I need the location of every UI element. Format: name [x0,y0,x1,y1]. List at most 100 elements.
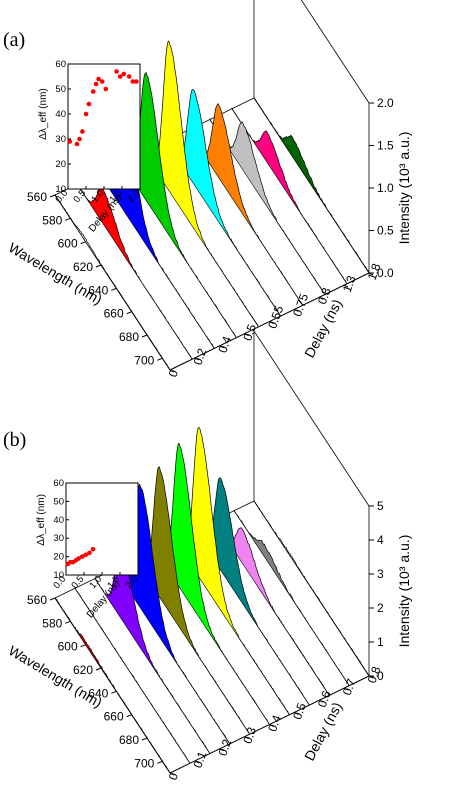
inset-data-point [126,74,132,79]
wavelength-tick-label: 600 [58,237,78,251]
delay-tick-label: 0.5 [240,322,259,343]
inset-y-tick-label: 20 [53,552,64,563]
back-wall-top-edge [253,330,370,507]
delay-tick-label: 0.55 [265,303,286,330]
spectrum-baseline [253,97,370,274]
inset-data-point [117,74,123,79]
inset-y-tick-label: 10 [55,184,66,195]
wavelength-tick [126,311,132,315]
spectrum-baseline [54,597,171,774]
intensity-tick-label: 1 [377,635,384,649]
delay-tick-label: 0.4 [265,713,284,734]
delay-tick-label: 0.6 [315,689,334,710]
delay-tick-label: 0.5 [290,701,309,722]
wavelength-tick-label: 660 [104,307,124,321]
delay-tick [169,369,175,373]
inset-data-point [74,141,80,147]
inset-data-point [134,79,139,84]
inset-y-title: Δλ_eff (nm) [38,88,49,140]
inset-y-tick-label: 20 [55,159,66,170]
delay-tick [169,772,175,776]
panel-label: (a) [3,29,25,51]
wavelength-tick [80,644,86,648]
delay-tick [343,284,349,288]
inset-y-tick-label: 40 [55,109,66,120]
wavelength-tick [65,217,71,221]
wavelength-tick-label: 560 [27,190,47,204]
delay-tick [294,711,299,715]
inset-y-tick-label: 50 [53,496,64,507]
spectrum-baseline [76,184,193,360]
wavelength-tick-label: 680 [119,733,139,747]
wavelength-tick-label: 660 [104,710,124,724]
delay-tick-label: 0.75 [290,291,311,318]
inset-data-point [77,136,82,142]
wavelength-tick [141,334,148,338]
wavelength-tick-label: 560 [27,593,47,607]
intensity-tick-label: 4 [377,533,384,547]
intensity-tick-label: 1.0 [377,181,394,195]
intensity-tick-label: 2.0 [377,96,394,110]
delay-tick-label: 0.3 [240,725,259,746]
wavelength-tick [49,597,56,601]
wavelength-tick [80,241,86,245]
delay-tick [194,760,200,764]
delay-tick-label: 0.2 [191,346,210,367]
intensity-axis-title: Intensity (10³ a.u.) [396,535,412,648]
delay-tick [244,333,249,337]
wavelength-tick [111,287,117,291]
wavelength-tick-label: 700 [134,756,154,770]
wavelength-tick [157,760,163,764]
spectrum-baseline [98,173,215,349]
inset-y-title: Δλ_eff (nm) [36,494,47,546]
inset-data-point [83,552,89,558]
inset-data-point [103,86,109,92]
wavelength-tick-label: 680 [119,330,139,344]
intensity-tick-label: 5 [377,499,384,513]
spectrum-area [194,477,310,706]
inset-data-point [99,79,105,84]
inset-x-tick-label: 0.5 [69,574,86,591]
intensity-tick-label: 2 [377,601,384,615]
wavelength-tick-label: 640 [88,686,108,700]
wavelength-tick-label: 700 [134,353,154,367]
inset-y-tick-label: 30 [55,134,66,145]
delay-tick [269,321,274,324]
wavelength-tick [65,620,71,624]
inset-data-point [90,546,96,552]
delay-tick [319,699,324,703]
delay-tick [219,345,224,349]
spectrum-baseline [121,162,237,338]
spectrum-baseline [231,108,348,284]
delay-tick-label: 0.8 [365,664,384,685]
delay-tick-label: 0 [166,368,182,379]
back-wall-top-edge [300,0,370,104]
delay-tick [294,308,299,312]
wavelength-tick-label: 580 [42,616,62,630]
spectrum-baseline [233,510,350,686]
inset-data-point [121,71,127,77]
wavelength-tick-label: 640 [88,283,108,297]
wavelength-tick [49,194,56,198]
delay-tick [244,736,249,740]
intensity-tick-label: 0.5 [377,224,394,238]
inset-frame [67,63,141,190]
inset-x-tick-label: 0.5 [71,188,88,205]
inset-data-point [76,556,81,561]
inset-data-point [80,129,85,134]
wavelength-tick [95,264,102,268]
inset-y-tick-label: 60 [53,478,64,489]
wavelength-tick [157,357,163,361]
wavelength-tick [95,667,102,671]
delay-tick [269,724,274,727]
delay-tick-label: 0.7 [340,676,359,697]
delay-tick-label: 0.8 [315,286,334,307]
delay-tick-label: 1.8 [365,261,384,282]
spectrum-area [134,466,250,735]
inset-data-point [79,554,85,559]
inset-data-point [86,101,92,107]
wavelength-tick [141,737,148,741]
spectrum-baseline [54,194,171,371]
